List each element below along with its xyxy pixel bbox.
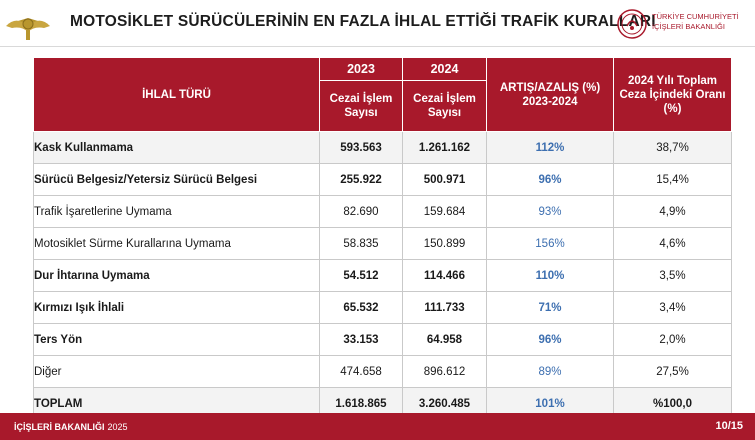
table-row: Ters Yön 33.153 64.958 96% 2,0%	[33, 323, 732, 356]
row-2024: 1.261.162	[402, 131, 487, 164]
row-2024: 111.733	[402, 291, 487, 324]
row-2023: 58.835	[319, 227, 403, 260]
row-change: 96%	[486, 163, 614, 196]
row-2024: 500.971	[402, 163, 487, 196]
header-violation-type: İHLAL TÜRÜ	[33, 57, 320, 132]
footer-bar: İÇİŞLERİ BAKANLIĞI 2025 10/15	[0, 413, 755, 440]
row-2024: 64.958	[402, 323, 487, 356]
footer-ministry: İÇİŞLERİ BAKANLIĞI 2025	[14, 422, 128, 432]
row-2023: 474.658	[319, 355, 403, 388]
ministry-seal-icon	[617, 9, 647, 39]
header-change: ARTIŞ/AZALIŞ (%) 2023-2024	[486, 57, 614, 132]
table-row: Diğer 474.658 896.612 89% 27,5%	[33, 355, 732, 388]
row-change: 71%	[486, 291, 614, 324]
row-share: 3,4%	[613, 291, 732, 324]
violations-table: İHLAL TÜRÜ 2023 2024 ARTIŞ/AZALIŞ (%) 20…	[33, 57, 732, 420]
police-emblem-logo	[6, 18, 50, 40]
table-row: Sürücü Belgesiz/Yetersiz Sürücü Belgesi …	[33, 163, 732, 196]
row-2023: 54.512	[319, 259, 403, 292]
row-share: 4,6%	[613, 227, 732, 260]
row-change: 112%	[486, 131, 614, 164]
row-share: 4,9%	[613, 195, 732, 228]
row-name: Dur İhtarına Uymama	[33, 259, 320, 292]
row-change: 96%	[486, 323, 614, 356]
page-title: MOTOSİKLET SÜRÜCÜLERİNİN EN FAZLA İHLAL …	[70, 13, 656, 30]
row-2023: 593.563	[319, 131, 403, 164]
page-number: 10/15	[715, 420, 743, 432]
row-name: Diğer	[33, 355, 320, 388]
row-2024: 150.899	[402, 227, 487, 260]
header-count-2024: Cezai İşlem Sayısı	[402, 80, 487, 132]
row-2023: 65.532	[319, 291, 403, 324]
row-change: 93%	[486, 195, 614, 228]
row-name: Ters Yön	[33, 323, 320, 356]
table-row: Motosiklet Sürme Kurallarına Uymama 58.8…	[33, 227, 732, 260]
row-name: Trafik İşaretlerine Uymama	[33, 195, 320, 228]
row-share: 38,7%	[613, 131, 732, 164]
row-name: Kask Kullanmama	[33, 131, 320, 164]
row-2024: 896.612	[402, 355, 487, 388]
header-year-2024: 2024	[402, 57, 487, 81]
header-count-2023: Cezai İşlem Sayısı	[319, 80, 403, 132]
row-change: 89%	[486, 355, 614, 388]
ministry-name: TÜRKİYE CUMHURİYETİ İÇİŞLERİ BAKANLIĞI	[652, 12, 739, 31]
footer-ministry-label: İÇİŞLERİ BAKANLIĞI	[14, 422, 105, 432]
row-change: 156%	[486, 227, 614, 260]
row-2023: 255.922	[319, 163, 403, 196]
header-year-2023: 2023	[319, 57, 403, 81]
header-share: 2024 Yılı Toplam Ceza İçindeki Oranı (%)	[613, 57, 732, 132]
row-2023: 82.690	[319, 195, 403, 228]
row-name: Motosiklet Sürme Kurallarına Uymama	[33, 227, 320, 260]
row-change: 110%	[486, 259, 614, 292]
table-row: Kask Kullanmama 593.563 1.261.162 112% 3…	[33, 131, 732, 164]
row-share: 2,0%	[613, 323, 732, 356]
row-name: Sürücü Belgesiz/Yetersiz Sürücü Belgesi	[33, 163, 320, 196]
row-share: 27,5%	[613, 355, 732, 388]
row-2023: 33.153	[319, 323, 403, 356]
table-row: Dur İhtarına Uymama 54.512 114.466 110% …	[33, 259, 732, 292]
title-divider	[0, 46, 755, 47]
row-share: 15,4%	[613, 163, 732, 196]
footer-year: 2025	[107, 422, 128, 432]
ministry-line2: İÇİŞLERİ BAKANLIĞI	[652, 21, 725, 31]
row-share: 3,5%	[613, 259, 732, 292]
ministry-line1: TÜRKİYE CUMHURİYETİ	[652, 12, 739, 21]
row-name: Kırmızı Işık İhlali	[33, 291, 320, 324]
table-row: Trafik İşaretlerine Uymama 82.690 159.68…	[33, 195, 732, 228]
row-2024: 114.466	[402, 259, 487, 292]
row-2024: 159.684	[402, 195, 487, 228]
table-row: Kırmızı Işık İhlali 65.532 111.733 71% 3…	[33, 291, 732, 324]
